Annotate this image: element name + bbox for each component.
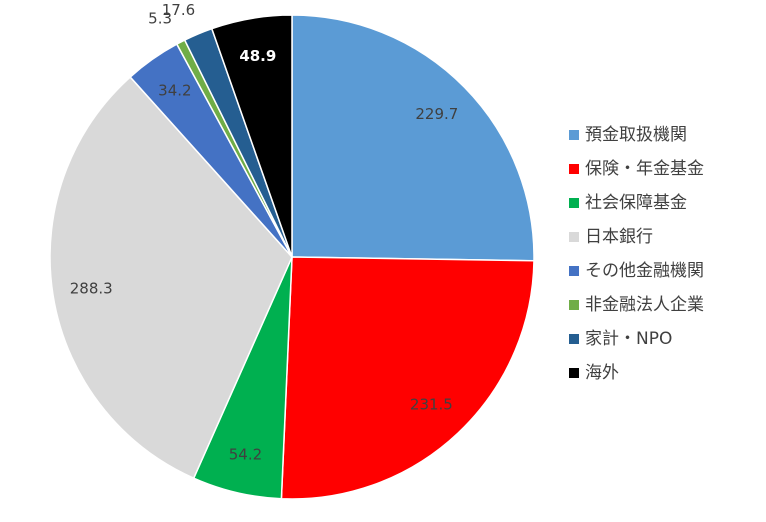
legend-swatch bbox=[569, 130, 579, 140]
data-label: 54.2 bbox=[229, 445, 262, 463]
legend-swatch bbox=[569, 368, 579, 378]
pie-slice bbox=[280, 256, 535, 500]
legend-label: 預金取扱機関 bbox=[585, 125, 687, 145]
legend-label: 家計・NPO bbox=[585, 329, 672, 349]
legend-label: 海外 bbox=[585, 363, 619, 383]
legend-swatch bbox=[569, 164, 579, 174]
data-label: 17.6 bbox=[162, 1, 195, 19]
pie-slice bbox=[49, 75, 293, 480]
legend-swatch bbox=[569, 334, 579, 344]
legend-swatch bbox=[569, 266, 579, 276]
data-label: 229.7 bbox=[415, 105, 458, 123]
legend-label: 社会保障基金 bbox=[585, 193, 687, 213]
legend-label: 非金融法人企業 bbox=[585, 295, 704, 315]
legend-label: 保険・年金基金 bbox=[585, 159, 704, 179]
pie-slice bbox=[210, 14, 293, 258]
legend-swatch bbox=[569, 300, 579, 310]
pie-slice bbox=[291, 14, 535, 262]
legend-swatch bbox=[569, 198, 579, 208]
data-label: 5.3 bbox=[148, 10, 172, 28]
legend-label: 日本銀行 bbox=[585, 227, 653, 247]
legend-swatch bbox=[569, 232, 579, 242]
data-label: 231.5 bbox=[410, 395, 453, 413]
legend-label: その他金融機関 bbox=[585, 261, 704, 281]
data-label: 34.2 bbox=[158, 81, 191, 99]
data-label: 48.9 bbox=[239, 47, 276, 65]
data-label: 288.3 bbox=[70, 279, 113, 297]
